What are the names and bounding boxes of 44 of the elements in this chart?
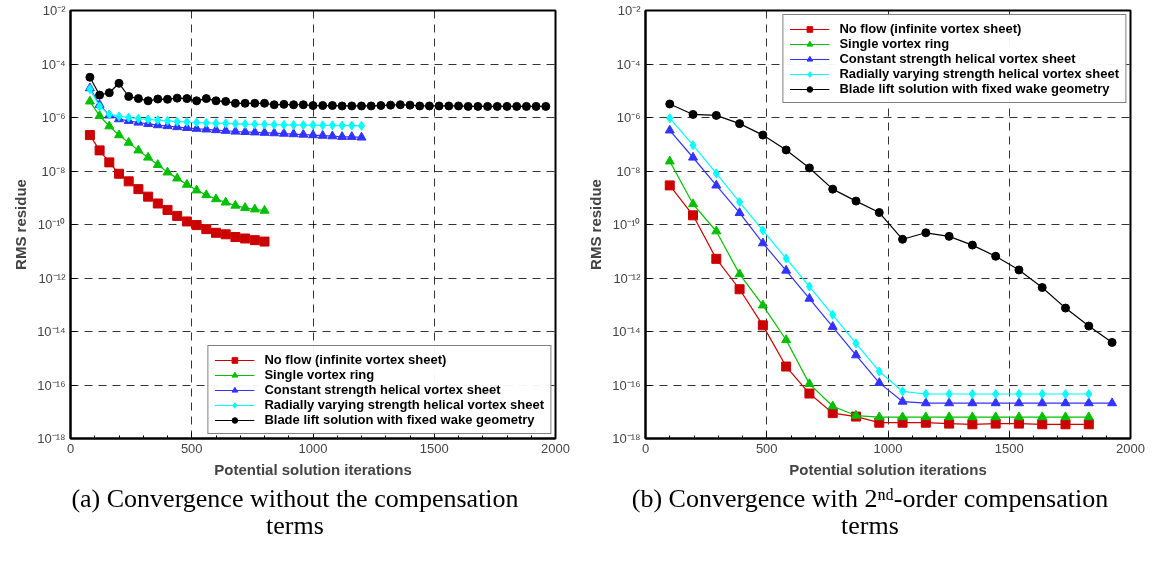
x-tick-label: 0 xyxy=(641,440,650,456)
x-tick-label: 500 xyxy=(755,440,778,456)
x-tick-label: 2000 xyxy=(541,440,570,456)
y-axis-title: RMS residue xyxy=(587,179,605,270)
x-tick-label: 0 xyxy=(66,440,75,456)
legend-label: Constant strength helical vortex sheet xyxy=(839,51,1076,66)
y-tick-label: 10⁻⁶ xyxy=(616,110,641,125)
y-tick-label: 10⁻¹⁰ xyxy=(612,217,641,232)
x-tick-label: 1000 xyxy=(873,440,903,456)
y-tick-label: 10⁻⁸ xyxy=(616,163,641,179)
legend-label: Blade lift solution with fixed wake geometry xyxy=(839,81,1110,96)
legend-label: Constant strength helical vortex sheet xyxy=(264,382,501,397)
text: (b) Convergence with 2ⁿᵈ-order compensation terms xyxy=(630,484,1110,541)
x-tick-label: 500 xyxy=(180,440,203,456)
y-tick-label: 10⁻⁶ xyxy=(41,110,66,125)
y-tick-label: 10⁻² xyxy=(617,3,642,18)
legend-label: Radially varying strength helical vortex sheet xyxy=(264,397,544,412)
legend-label: Blade lift solution with fixed wake geometry xyxy=(264,412,535,427)
legend-label: Radially varying strength helical vortex sheet xyxy=(839,66,1119,81)
y-tick-label: 10⁻¹² xyxy=(613,270,642,286)
y-tick-label: 10⁻¹⁸ xyxy=(37,431,66,446)
y-tick-label: 10⁻¹² xyxy=(38,270,67,286)
y-tick-label: 10⁻¹⁶ xyxy=(37,377,66,393)
y-tick-label: 10⁻¹⁰ xyxy=(37,217,66,232)
y-tick-label: 10⁻⁴ xyxy=(41,56,66,72)
x-axis-title: Potential solution iterations xyxy=(789,460,987,478)
legend-label: Single vortex ring xyxy=(264,367,375,382)
y-axis-title: RMS residue xyxy=(12,179,30,270)
legend-label: No flow (infinite vortex sheet) xyxy=(264,352,447,367)
y-tick-label: 10⁻⁴ xyxy=(616,56,641,72)
legend-label: Single vortex ring xyxy=(839,36,950,51)
text: (a) Convergence without the compensation terms xyxy=(70,484,520,541)
y-tick-label: 10⁻¹⁸ xyxy=(612,431,641,446)
x-tick-label: 1500 xyxy=(994,440,1024,456)
legend-label: No flow (infinite vortex sheet) xyxy=(839,21,1022,36)
y-tick-label: 10⁻² xyxy=(42,3,67,18)
x-tick-label: 1500 xyxy=(419,440,449,456)
x-axis-title: Potential solution iterations xyxy=(214,460,412,478)
y-tick-label: 10⁻¹⁶ xyxy=(612,377,641,393)
x-tick-label: 1000 xyxy=(298,440,328,456)
y-tick-label: 10⁻¹⁴ xyxy=(37,324,66,339)
y-tick-label: 10⁻⁸ xyxy=(41,163,66,179)
x-tick-label: 2000 xyxy=(1116,440,1145,456)
y-tick-label: 10⁻¹⁴ xyxy=(612,324,641,339)
